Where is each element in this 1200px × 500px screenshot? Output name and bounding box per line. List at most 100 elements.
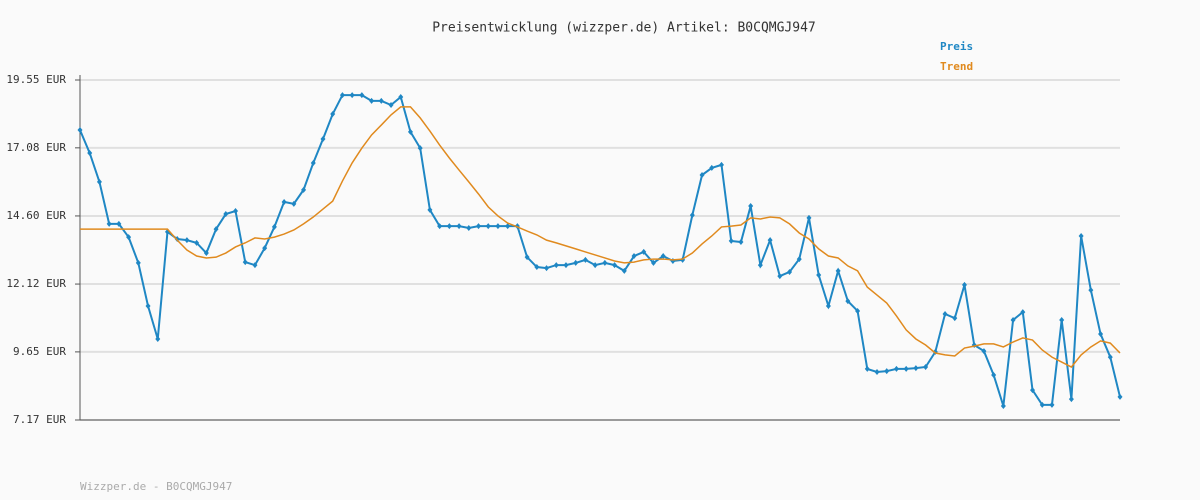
point-marker bbox=[135, 259, 141, 266]
legend-entry: Preis bbox=[940, 40, 973, 53]
point-marker bbox=[456, 223, 462, 230]
point-marker bbox=[398, 94, 404, 101]
point-marker bbox=[77, 126, 83, 133]
point-marker bbox=[476, 223, 482, 230]
point-marker bbox=[194, 239, 200, 246]
point-marker bbox=[106, 220, 112, 227]
footer: Wizzper.de - B0CQMGJ947 bbox=[80, 480, 232, 493]
point-marker bbox=[631, 253, 637, 260]
point-marker bbox=[864, 365, 870, 372]
point-marker bbox=[903, 365, 909, 372]
point-marker bbox=[835, 267, 841, 274]
point-marker bbox=[942, 310, 948, 317]
point-marker bbox=[330, 111, 336, 118]
point-marker bbox=[349, 92, 355, 99]
point-marker bbox=[1000, 402, 1006, 409]
point-marker bbox=[1039, 401, 1045, 408]
point-marker bbox=[952, 315, 958, 322]
point-marker bbox=[485, 223, 491, 230]
point-marker bbox=[981, 348, 987, 355]
point-marker bbox=[777, 273, 783, 280]
point-marker bbox=[155, 335, 161, 342]
point-marker bbox=[466, 225, 472, 232]
point-marker bbox=[291, 200, 297, 207]
point-marker bbox=[689, 212, 695, 219]
point-marker bbox=[855, 307, 861, 314]
point-marker bbox=[427, 206, 433, 213]
point-marker bbox=[87, 150, 93, 157]
point-marker bbox=[1059, 317, 1065, 324]
point-marker bbox=[378, 97, 384, 104]
point-marker bbox=[602, 259, 608, 266]
point-marker bbox=[612, 262, 618, 269]
point-marker bbox=[388, 101, 394, 108]
point-marker bbox=[923, 363, 929, 370]
point-marker bbox=[544, 265, 550, 272]
point-marker bbox=[369, 97, 375, 104]
point-marker bbox=[1098, 331, 1104, 338]
point-marker bbox=[145, 303, 151, 310]
point-marker bbox=[223, 211, 229, 218]
chart-title: Preisentwicklung (wizzper.de) Artikel: B… bbox=[432, 21, 816, 36]
point-marker bbox=[1088, 287, 1094, 294]
point-marker bbox=[757, 262, 763, 269]
point-marker bbox=[126, 234, 132, 241]
point-marker bbox=[495, 223, 501, 230]
point-marker bbox=[991, 371, 997, 378]
point-marker bbox=[1107, 354, 1113, 361]
point-marker bbox=[184, 237, 190, 244]
point-marker bbox=[728, 237, 734, 244]
point-marker bbox=[203, 250, 209, 257]
point-marker bbox=[359, 92, 365, 99]
point-marker bbox=[699, 172, 705, 179]
point-marker bbox=[796, 256, 802, 263]
point-marker bbox=[96, 178, 102, 185]
point-marker bbox=[553, 262, 559, 269]
point-marker bbox=[310, 159, 316, 166]
point-marker bbox=[641, 248, 647, 255]
point-marker bbox=[320, 136, 326, 143]
point-marker bbox=[845, 298, 851, 305]
point-marker bbox=[563, 262, 569, 269]
legend-entry: Trend bbox=[940, 60, 973, 73]
point-marker bbox=[1010, 317, 1016, 324]
point-marker bbox=[242, 259, 248, 266]
point-marker bbox=[116, 220, 122, 227]
point-marker bbox=[874, 368, 880, 375]
point-marker bbox=[660, 253, 666, 260]
point-marker bbox=[534, 264, 540, 271]
point-marker bbox=[787, 268, 793, 275]
point-marker bbox=[825, 303, 831, 310]
point-marker bbox=[437, 223, 443, 230]
point-marker bbox=[252, 262, 258, 269]
point-marker bbox=[621, 267, 627, 274]
point-marker bbox=[301, 186, 307, 193]
point-marker bbox=[709, 164, 715, 171]
point-marker bbox=[339, 92, 345, 99]
point-marker bbox=[767, 237, 773, 244]
point-marker bbox=[718, 161, 724, 168]
point-marker bbox=[748, 203, 754, 210]
y-tick-label: 7.17 EUR bbox=[13, 413, 66, 426]
point-marker bbox=[233, 208, 239, 215]
point-marker bbox=[271, 223, 277, 230]
point-marker bbox=[262, 245, 268, 252]
point-marker bbox=[592, 262, 598, 269]
point-marker bbox=[1117, 393, 1123, 400]
point-marker bbox=[893, 365, 899, 372]
point-marker bbox=[884, 368, 890, 375]
point-marker bbox=[816, 271, 822, 278]
y-tick-label: 17.08 EUR bbox=[6, 141, 66, 154]
y-tick-label: 19.55 EUR bbox=[6, 73, 66, 86]
point-marker bbox=[417, 145, 423, 152]
point-marker bbox=[738, 239, 744, 246]
y-tick-label: 9.65 EUR bbox=[13, 345, 66, 358]
point-marker bbox=[573, 259, 579, 266]
y-tick-label: 12.12 EUR bbox=[6, 277, 66, 290]
point-marker bbox=[446, 223, 452, 230]
point-marker bbox=[505, 223, 511, 230]
y-tick-label: 14.60 EUR bbox=[6, 209, 66, 222]
point-marker bbox=[1030, 387, 1036, 394]
